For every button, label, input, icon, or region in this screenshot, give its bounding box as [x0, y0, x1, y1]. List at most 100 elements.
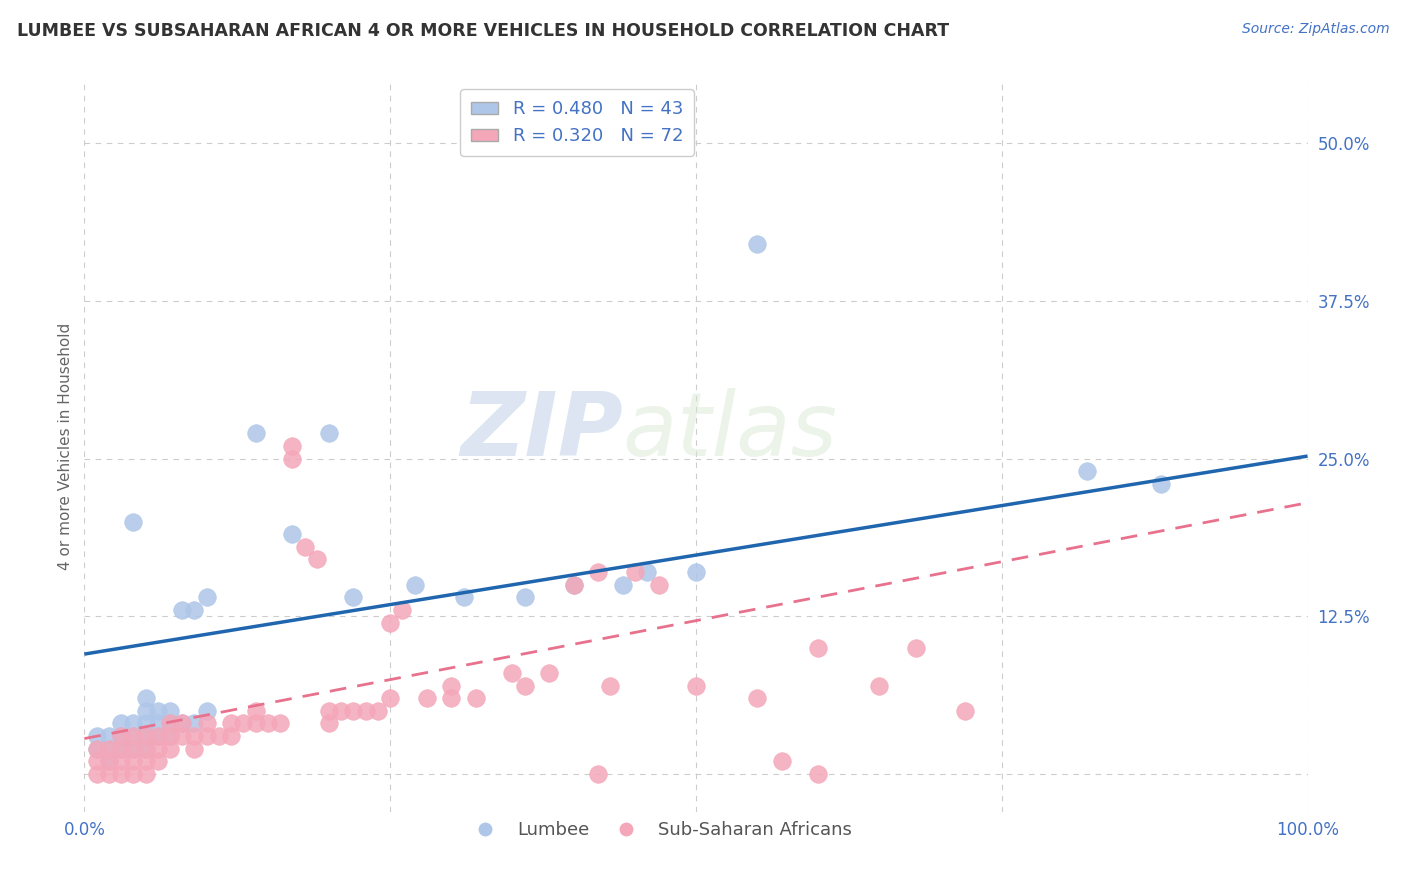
Point [294, 540, 316, 554]
Point [245, 426, 267, 441]
Point [183, 603, 205, 617]
Point [269, 716, 291, 731]
Point [257, 716, 280, 731]
Point [135, 741, 157, 756]
Point [86, 767, 108, 781]
Point [562, 578, 585, 592]
Point [1150, 476, 1173, 491]
Point [146, 741, 169, 756]
Point [122, 515, 145, 529]
Text: Source: ZipAtlas.com: Source: ZipAtlas.com [1241, 22, 1389, 37]
Point [146, 754, 169, 768]
Point [97, 729, 120, 743]
Point [183, 729, 205, 743]
Point [380, 691, 402, 706]
Point [159, 741, 181, 756]
Point [159, 704, 181, 718]
Point [208, 729, 231, 743]
Text: LUMBEE VS SUBSAHARAN AFRICAN 4 OR MORE VEHICLES IN HOUSEHOLD CORRELATION CHART: LUMBEE VS SUBSAHARAN AFRICAN 4 OR MORE V… [17, 22, 949, 40]
Point [122, 767, 145, 781]
Point [110, 729, 132, 743]
Point [281, 439, 304, 453]
Point [86, 741, 108, 756]
Point [86, 729, 108, 743]
Point [807, 640, 830, 655]
Legend: Lumbee, Sub-Saharan Africans: Lumbee, Sub-Saharan Africans [460, 814, 859, 847]
Point [135, 716, 157, 731]
Point [747, 237, 769, 252]
Point [905, 640, 928, 655]
Point [110, 741, 132, 756]
Point [685, 679, 707, 693]
Point [318, 716, 340, 731]
Point [195, 704, 218, 718]
Point [953, 704, 976, 718]
Point [122, 741, 145, 756]
Point [342, 704, 364, 718]
Point [562, 578, 585, 592]
Point [110, 767, 132, 781]
Point [110, 716, 132, 731]
Point [219, 716, 242, 731]
Point [318, 704, 340, 718]
Point [586, 767, 609, 781]
Point [159, 729, 181, 743]
Point [122, 729, 145, 743]
Point [648, 578, 671, 592]
Point [110, 729, 132, 743]
Point [513, 679, 536, 693]
Point [97, 741, 120, 756]
Point [367, 704, 389, 718]
Point [110, 754, 132, 768]
Point [219, 729, 242, 743]
Point [159, 716, 181, 731]
Point [245, 716, 267, 731]
Point [122, 716, 145, 731]
Point [416, 691, 439, 706]
Point [807, 767, 830, 781]
Point [538, 665, 561, 680]
Point [281, 451, 304, 466]
Point [97, 741, 120, 756]
Point [305, 552, 328, 566]
Point [513, 591, 536, 605]
Point [183, 716, 205, 731]
Point [453, 591, 475, 605]
Point [146, 729, 169, 743]
Point [86, 754, 108, 768]
Point [97, 767, 120, 781]
Point [122, 741, 145, 756]
Point [869, 679, 891, 693]
Point [172, 603, 194, 617]
Point [464, 691, 486, 706]
Point [354, 704, 377, 718]
Point [770, 754, 793, 768]
Point [135, 691, 157, 706]
Point [612, 578, 634, 592]
Point [586, 565, 609, 579]
Point [195, 591, 218, 605]
Point [380, 615, 402, 630]
Point [122, 729, 145, 743]
Point [135, 729, 157, 743]
Point [281, 527, 304, 541]
Point [245, 704, 267, 718]
Point [135, 704, 157, 718]
Point [97, 754, 120, 768]
Point [624, 565, 647, 579]
Point [172, 716, 194, 731]
Point [599, 679, 621, 693]
Point [135, 767, 157, 781]
Point [685, 565, 707, 579]
Point [135, 729, 157, 743]
Point [172, 729, 194, 743]
Point [146, 716, 169, 731]
Point [232, 716, 254, 731]
Point [159, 729, 181, 743]
Point [318, 426, 340, 441]
Point [404, 578, 426, 592]
Point [172, 716, 194, 731]
Point [440, 691, 463, 706]
Point [195, 729, 218, 743]
Point [330, 704, 353, 718]
